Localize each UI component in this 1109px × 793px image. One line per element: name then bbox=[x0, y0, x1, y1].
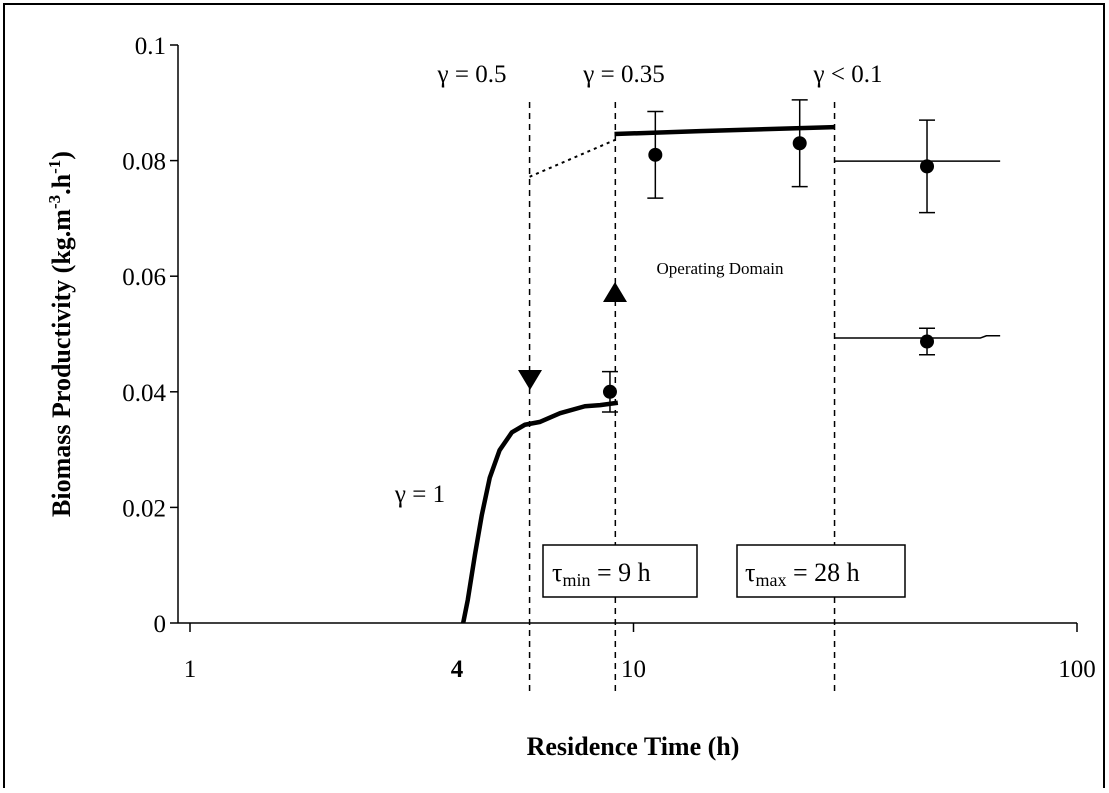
series-line bbox=[834, 334, 1001, 339]
y-tick-label: 0.06 bbox=[122, 264, 166, 291]
box-symbol: τ bbox=[745, 558, 755, 587]
y-tick-label: 0.08 bbox=[122, 149, 166, 176]
annotation: γ = 1 bbox=[394, 481, 445, 508]
y-tick-label: 0.1 bbox=[135, 33, 166, 60]
y-label-part: Biomass Productivity (kg.m bbox=[47, 209, 76, 517]
box-sub: min bbox=[562, 570, 590, 590]
box-text: = 28 h bbox=[786, 558, 859, 587]
label-box bbox=[542, 544, 698, 598]
x-tick-label: 100 bbox=[1058, 656, 1096, 683]
x-marker-label: 4 bbox=[451, 656, 464, 683]
annotation: γ = 0.5 bbox=[437, 61, 507, 88]
arrow-up bbox=[603, 282, 627, 302]
data-point bbox=[602, 384, 617, 399]
arrow-down bbox=[518, 370, 542, 390]
y-label-sup: -1 bbox=[45, 160, 64, 174]
data-point bbox=[648, 147, 663, 162]
y-axis-label: Biomass Productivity (kg.m-3.h-1) bbox=[45, 151, 76, 517]
annotation: γ = 0.35 bbox=[582, 61, 664, 88]
x-tick-label: 1 bbox=[184, 656, 197, 683]
y-tick-label: 0.04 bbox=[122, 380, 166, 407]
x-tick-label: 10 bbox=[621, 656, 646, 683]
box-label: τmin = 9 h bbox=[552, 558, 651, 590]
series-line bbox=[460, 400, 619, 624]
data-point bbox=[920, 159, 935, 174]
box-label: τmax = 28 h bbox=[745, 558, 860, 590]
y-label-sup: -3 bbox=[45, 195, 64, 209]
y-tick-label: 0 bbox=[154, 611, 167, 638]
series-line bbox=[614, 124, 835, 137]
box-symbol: τ bbox=[552, 558, 562, 587]
series-line bbox=[529, 138, 616, 178]
frame bbox=[3, 3, 1105, 793]
box-sub: max bbox=[755, 570, 786, 590]
y-label-part: .h bbox=[47, 173, 76, 195]
y-label-part: ) bbox=[47, 151, 76, 160]
annotation: Operating Domain bbox=[657, 259, 784, 278]
data-point bbox=[920, 334, 935, 349]
x-axis-label: Residence Time (h) bbox=[527, 732, 740, 761]
box-text: = 9 h bbox=[590, 558, 650, 587]
annotation: γ < 0.1 bbox=[813, 61, 883, 88]
y-tick-label: 0.02 bbox=[122, 495, 166, 522]
data-point bbox=[792, 136, 807, 151]
label-box bbox=[736, 544, 906, 598]
